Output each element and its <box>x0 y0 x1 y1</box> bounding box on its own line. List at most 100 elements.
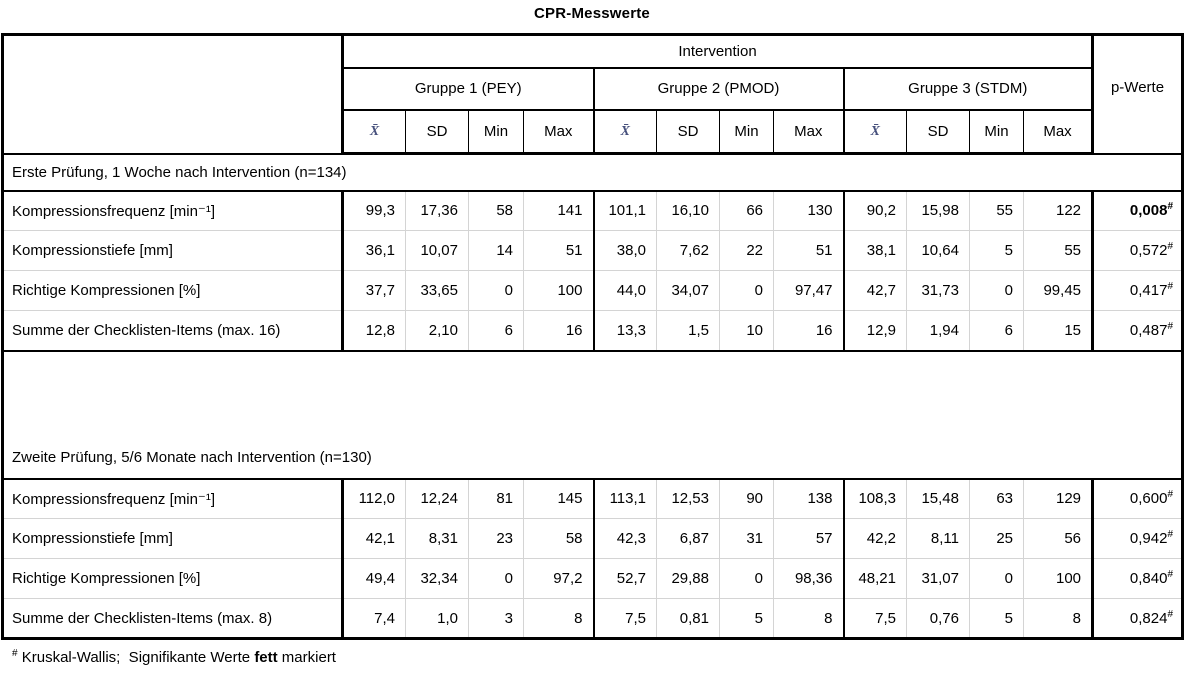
x-bar-symbol: X̄ <box>369 124 380 140</box>
stat-value: 34,07 <box>656 270 720 311</box>
stat-value: 112,0 <box>341 478 406 519</box>
stat-value: 48,21 <box>842 558 907 599</box>
stat-value: 6 <box>969 310 1024 351</box>
table-row: Richtige Kompressionen [%] 37,7 33,65 0 100 4… <box>2 270 1183 311</box>
stat-value: 122 <box>1022 190 1093 231</box>
cpr-measurements-table: Intervention p-Werte Gruppe 1 (PEY) Grup… <box>1 33 1184 640</box>
stat-value: 10 <box>719 310 774 351</box>
stat-value: 42,1 <box>341 518 406 559</box>
row-label: Richtige Kompressionen [%] <box>2 270 344 311</box>
column-header-max: Max <box>773 109 844 155</box>
intervention-header: Intervention <box>342 34 1093 69</box>
stat-value: 0 <box>969 270 1024 311</box>
stat-value: 1,5 <box>656 310 720 351</box>
row-label: Kompressionsfrequenz [min⁻¹] <box>2 478 344 519</box>
p-marker: # <box>1167 201 1174 213</box>
corner-cell <box>2 34 344 154</box>
stat-value: 16 <box>773 310 844 351</box>
stat-value: 42,3 <box>592 518 657 559</box>
stat-value: 8 <box>773 598 844 639</box>
stat-value: 101,1 <box>592 190 657 231</box>
stat-value: 100 <box>523 270 594 311</box>
p-marker: # <box>1167 529 1174 540</box>
stat-value: 2,10 <box>405 310 469 351</box>
table-row: Kompressionstiefe [mm] 36,1 10,07 14 51 38,0 7… <box>2 230 1183 271</box>
p-value-cell: 0,942# <box>1091 518 1183 559</box>
stat-value: 29,88 <box>656 558 720 599</box>
p-value-cell: 0,487# <box>1091 310 1183 351</box>
p-value: 0,417 <box>1129 282 1168 299</box>
p-marker: # <box>1167 241 1174 252</box>
stat-value: 38,1 <box>842 230 907 271</box>
stat-value: 31,07 <box>906 558 970 599</box>
stat-value: 66 <box>719 190 774 231</box>
table-header: Intervention p-Werte Gruppe 1 (PEY) Grup… <box>2 34 1183 155</box>
column-header-sd: SD <box>656 109 720 155</box>
stat-value: 51 <box>523 230 594 271</box>
stat-value: 99,3 <box>341 190 406 231</box>
p-marker: # <box>1167 569 1174 580</box>
footnote-bold-word: fett <box>254 649 278 666</box>
p-value: 0,942 <box>1129 530 1168 547</box>
section-header: Zweite Prüfung, 5/6 Monate nach Interven… <box>2 349 1183 480</box>
column-header-mean: X̄ <box>592 109 657 155</box>
row-label: Summe der Checklisten-Items (max. 16) <box>2 310 344 351</box>
table-row: Kompressionsfrequenz [min⁻¹] 99,3 17,36 58 1… <box>2 190 1183 231</box>
footnote: # Kruskal-Wallis; Signifikante Werte fet… <box>12 649 1184 667</box>
column-header-min: Min <box>969 109 1024 155</box>
p-marker: # <box>1167 489 1174 501</box>
stat-value: 0 <box>969 558 1024 599</box>
stat-value: 31,73 <box>906 270 970 311</box>
stat-value: 5 <box>719 598 774 639</box>
stat-value: 8,31 <box>405 518 469 559</box>
stat-value: 12,9 <box>842 310 907 351</box>
stat-value: 113,1 <box>592 478 657 519</box>
stat-value: 12,53 <box>656 478 720 519</box>
stat-value: 57 <box>773 518 844 559</box>
row-label: Summe der Checklisten-Items (max. 8) <box>2 598 344 639</box>
stat-value: 25 <box>969 518 1024 559</box>
table-row: Kompressionstiefe [mm] 42,1 8,31 23 58 42,3 6,… <box>2 518 1183 559</box>
group-1-header: Gruppe 1 (PEY) <box>342 67 594 111</box>
column-header-mean: X̄ <box>842 109 907 155</box>
p-value: 0,572 <box>1129 242 1168 259</box>
stat-value: 31 <box>719 518 774 559</box>
stat-value: 7,62 <box>656 230 720 271</box>
stat-value: 15 <box>1022 310 1093 351</box>
stat-value: 5 <box>969 230 1024 271</box>
stat-value: 37,7 <box>341 270 406 311</box>
row-label: Kompressionstiefe [mm] <box>2 230 344 271</box>
header-row-intervention: Intervention p-Werte <box>2 34 1183 154</box>
stat-value: 97,2 <box>523 558 594 599</box>
stat-value: 56 <box>1022 518 1093 559</box>
stat-value: 16,10 <box>656 190 720 231</box>
stat-value: 7,5 <box>842 598 907 639</box>
section-header: Erste Prüfung, 1 Woche nach Intervention… <box>2 152 1183 192</box>
p-value-cell: 0,417# <box>1091 270 1183 311</box>
stat-value: 0,81 <box>656 598 720 639</box>
stat-value: 36,1 <box>341 230 406 271</box>
column-header-max: Max <box>523 109 594 155</box>
stat-value: 49,4 <box>341 558 406 599</box>
stat-value: 8,11 <box>906 518 970 559</box>
stat-value: 58 <box>523 518 594 559</box>
stat-value: 42,7 <box>842 270 907 311</box>
stat-value: 1,94 <box>906 310 970 351</box>
stat-value: 15,48 <box>906 478 970 519</box>
stat-value: 12,24 <box>405 478 469 519</box>
stat-value: 108,3 <box>842 478 907 519</box>
table-row: Summe der Checklisten-Items (max. 8) 7,4 1… <box>2 598 1183 639</box>
p-werte-column-header: p-Werte <box>1091 34 1183 154</box>
column-header-sd: SD <box>405 109 469 155</box>
stat-value: 129 <box>1022 478 1093 519</box>
stat-value: 0 <box>468 270 524 311</box>
table-body: Erste Prüfung, 1 Woche nach Intervention… <box>2 152 1183 639</box>
stat-value: 7,5 <box>592 598 657 639</box>
column-header-sd: SD <box>906 109 970 155</box>
x-bar-symbol: X̄ <box>870 124 880 140</box>
stat-value: 12,8 <box>341 310 406 351</box>
x-bar-symbol: X̄ <box>620 124 630 140</box>
stat-value: 16 <box>523 310 594 351</box>
stat-value: 44,0 <box>592 270 657 311</box>
stat-value: 51 <box>773 230 844 271</box>
